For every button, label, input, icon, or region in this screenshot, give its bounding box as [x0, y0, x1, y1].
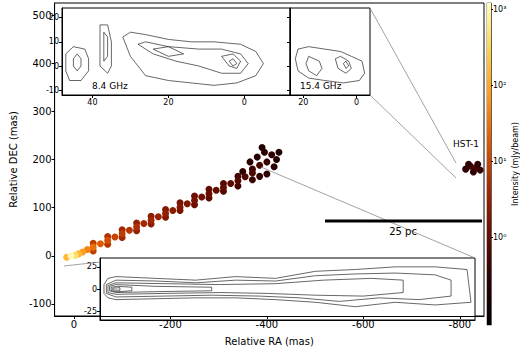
svg-text:Relative RA (mas): Relative RA (mas) [225, 336, 314, 347]
svg-text:0: 0 [354, 98, 359, 107]
svg-text:-600: -600 [352, 319, 375, 330]
svg-text:-400: -400 [256, 319, 279, 330]
svg-text:300: 300 [33, 106, 52, 117]
svg-text:100: 100 [33, 202, 52, 213]
svg-text:15.4 GHz: 15.4 GHz [300, 81, 342, 91]
svg-text:Relative DEC (mas): Relative DEC (mas) [8, 111, 19, 208]
svg-text:0: 0 [92, 285, 97, 294]
svg-text:25: 25 [87, 262, 97, 271]
svg-text:10: 10 [49, 37, 59, 46]
svg-text:20: 20 [49, 13, 59, 22]
svg-text:10²: 10² [493, 81, 506, 90]
svg-text:10⁰: 10⁰ [493, 233, 506, 242]
svg-text:-25: -25 [84, 307, 97, 316]
svg-text:0: 0 [45, 250, 51, 261]
svg-text:-200: -200 [159, 319, 182, 330]
svg-text:40: 40 [87, 98, 97, 107]
svg-text:200: 200 [33, 154, 52, 165]
svg-text:10¹: 10¹ [493, 157, 506, 166]
svg-text:-800: -800 [449, 319, 472, 330]
svg-text:8.4 GHz: 8.4 GHz [92, 81, 128, 91]
svg-text:20: 20 [163, 98, 173, 107]
svg-text:HST-1: HST-1 [453, 139, 479, 149]
svg-text:25 pc: 25 pc [389, 226, 417, 237]
svg-text:10³: 10³ [493, 5, 506, 14]
svg-text:-10: -10 [46, 86, 59, 95]
svg-text:20: 20 [298, 98, 308, 107]
svg-text:Intensity (mJy/beam): Intensity (mJy/beam) [511, 122, 520, 206]
svg-text:0: 0 [242, 98, 247, 107]
svg-text:0: 0 [71, 319, 77, 330]
svg-text:500: 500 [32, 9, 52, 21]
svg-text:-100: -100 [29, 298, 52, 309]
svg-text:400: 400 [33, 58, 52, 69]
svg-text:0: 0 [54, 62, 59, 71]
